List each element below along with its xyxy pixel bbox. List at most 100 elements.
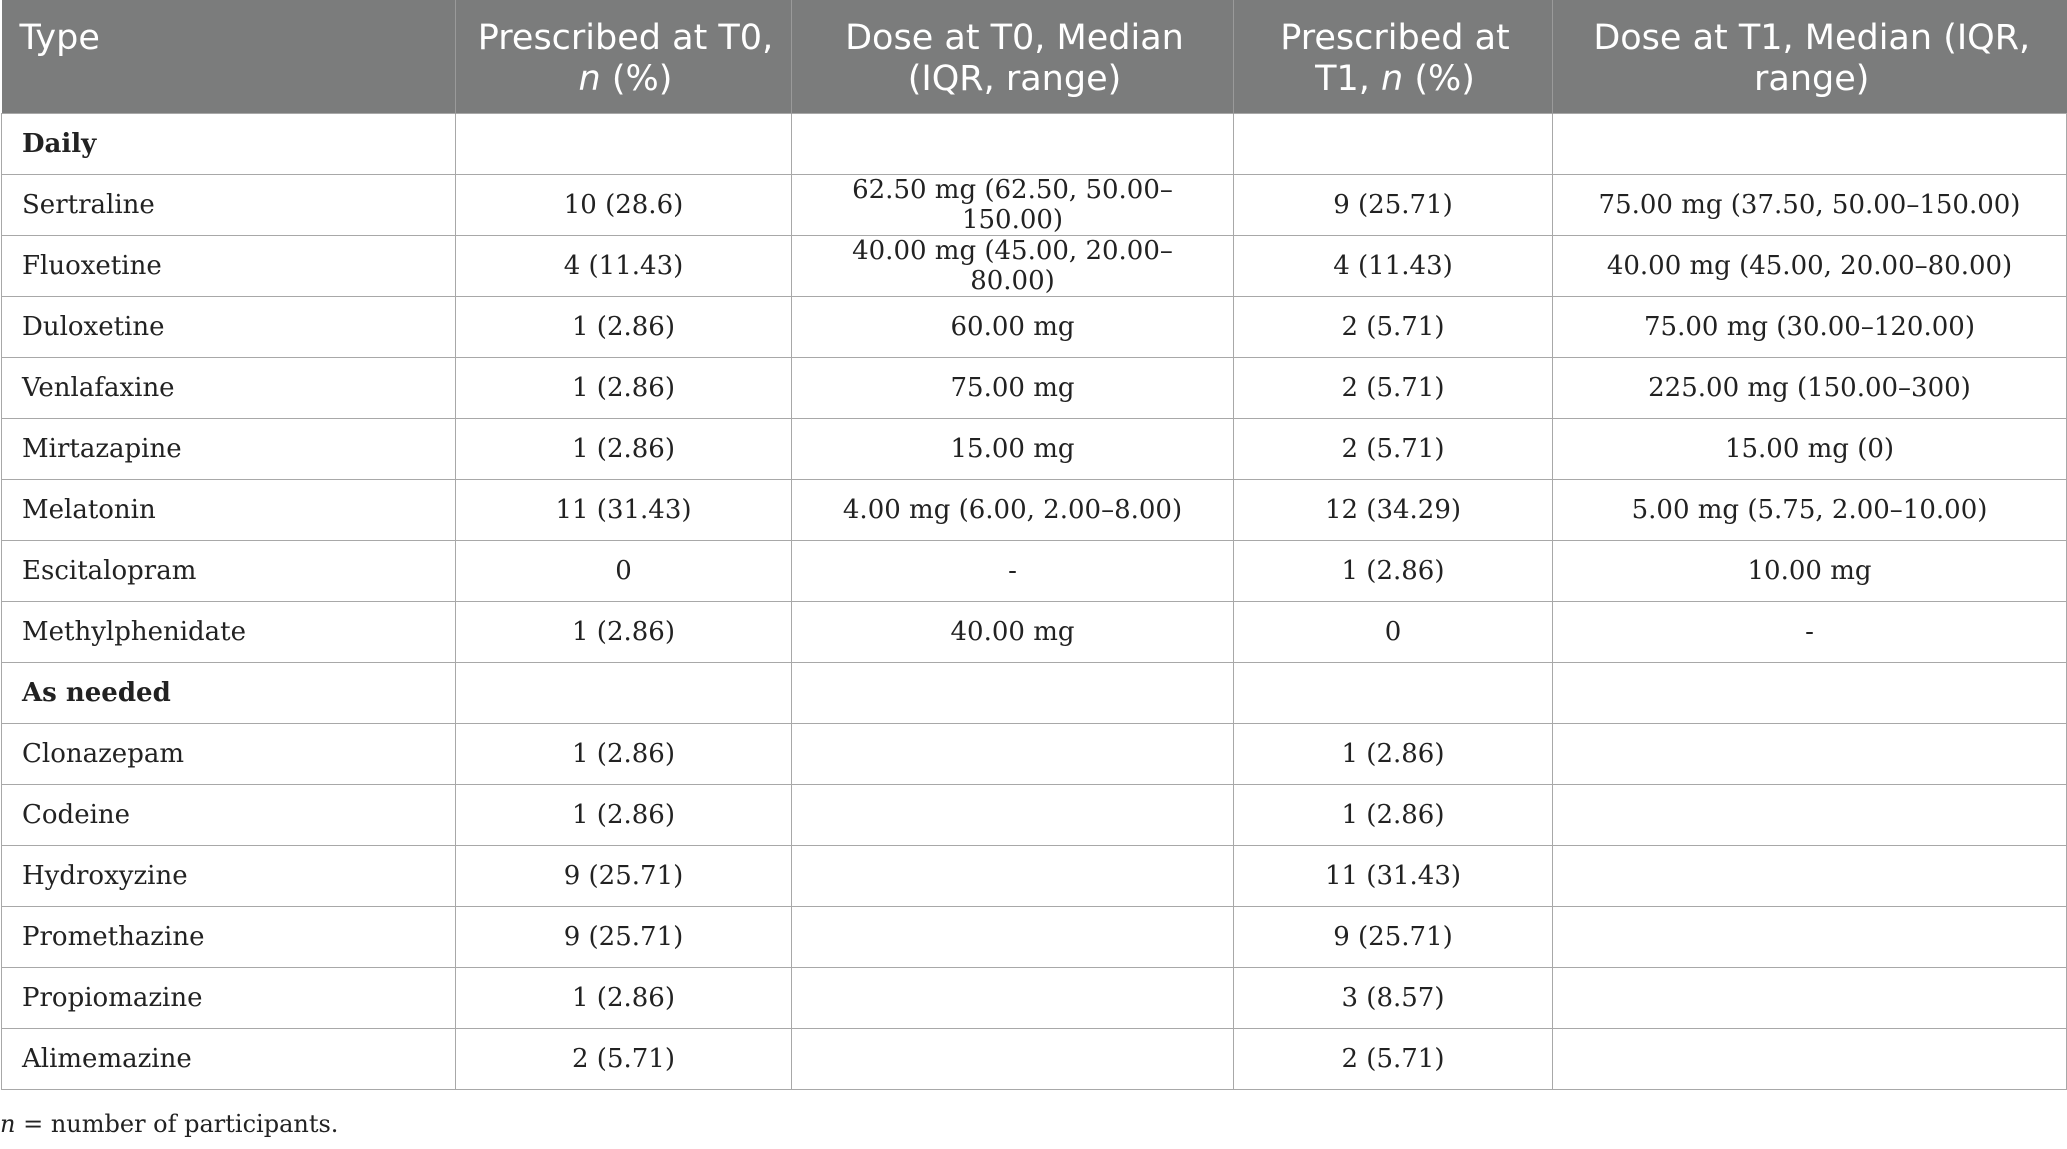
cell-type: Sertraline bbox=[1, 173, 456, 236]
cell-prescribed-t1: 2 (5.71) bbox=[1233, 417, 1553, 480]
cell-prescribed-t0: 1 (2.86) bbox=[455, 417, 792, 480]
table-row: Propiomazine 1 (2.86) 3 (8.57) bbox=[1, 966, 2067, 1029]
header-prescribed-t1: Prescribed at T1, n (%) bbox=[1233, 0, 1553, 113]
n-symbol: n bbox=[1381, 59, 1404, 99]
cell-prescribed-t0: 9 (25.71) bbox=[455, 905, 792, 968]
cell-type: Mirtazapine bbox=[1, 417, 456, 480]
table-row: Melatonin 11 (31.43) 4.00 mg (6.00, 2.00–8… bbox=[1, 478, 2067, 541]
cell-prescribed-t0: 1 (2.86) bbox=[455, 600, 792, 663]
cell-dose-t1 bbox=[1552, 783, 2067, 846]
cell-type: Propiomazine bbox=[1, 966, 456, 1029]
cell-prescribed-t0: 0 bbox=[455, 539, 792, 602]
cell-dose-t0: 40.00 mg bbox=[791, 600, 1234, 663]
cell-prescribed-t1: 1 (2.86) bbox=[1233, 722, 1553, 785]
cell-prescribed-t0: 11 (31.43) bbox=[455, 478, 792, 541]
cell-prescribed-t0: 1 (2.86) bbox=[455, 966, 792, 1029]
cell-prescribed-t1: 2 (5.71) bbox=[1233, 356, 1553, 419]
table-row: Mirtazapine 1 (2.86) 15.00 mg 2 (5.71) 15.00… bbox=[1, 417, 2067, 480]
cell-type: Fluoxetine bbox=[1, 234, 456, 297]
medication-table: Type Prescribed at T0, n (%) Dose at T0, … bbox=[1, 0, 2067, 1090]
header-type: Type bbox=[1, 0, 456, 113]
cell-prescribed-t1: 11 (31.43) bbox=[1233, 844, 1553, 907]
cell-dose-t1 bbox=[1552, 112, 2067, 175]
cell-prescribed-t1: 0 bbox=[1233, 600, 1553, 663]
cell-dose-t0 bbox=[791, 722, 1234, 785]
header-dose-t0: Dose at T0, Median (IQR, range) bbox=[791, 0, 1234, 113]
cell-dose-t0: 60.00 mg bbox=[791, 295, 1234, 358]
cell-prescribed-t0: 1 (2.86) bbox=[455, 356, 792, 419]
cell-prescribed-t1: 9 (25.71) bbox=[1233, 905, 1553, 968]
footnote: n = number of participants. bbox=[0, 1110, 338, 1138]
cell-prescribed-t0: 1 (2.86) bbox=[455, 783, 792, 846]
cell-dose-t1: 10.00 mg bbox=[1552, 539, 2067, 602]
cell-prescribed-t1: 12 (34.29) bbox=[1233, 478, 1553, 541]
cell-dose-t1: 15.00 mg (0) bbox=[1552, 417, 2067, 480]
cell-dose-t1 bbox=[1552, 966, 2067, 1029]
cell-type: Clonazepam bbox=[1, 722, 456, 785]
table-row: Promethazine 9 (25.71) 9 (25.71) bbox=[1, 905, 2067, 968]
cell-prescribed-t0: 2 (5.71) bbox=[455, 1027, 792, 1090]
cell-prescribed-t1: 9 (25.71) bbox=[1233, 173, 1553, 236]
cell-prescribed-t1: 1 (2.86) bbox=[1233, 783, 1553, 846]
cell-dose-t1: 75.00 mg (30.00–120.00) bbox=[1552, 295, 2067, 358]
cell-prescribed-t0 bbox=[455, 661, 792, 724]
header-row: Type Prescribed at T0, n (%) Dose at T0, … bbox=[1, 0, 2067, 113]
footnote-symbol: n bbox=[0, 1110, 16, 1138]
cell-dose-t0: 40.00 mg (45.00, 20.00–80.00) bbox=[791, 234, 1234, 297]
cell-prescribed-t1: 1 (2.86) bbox=[1233, 539, 1553, 602]
table-row: Methylphenidate 1 (2.86) 40.00 mg 0- bbox=[1, 600, 2067, 663]
cell-dose-t0 bbox=[791, 905, 1234, 968]
table-row: Clonazepam 1 (2.86) 1 (2.86) bbox=[1, 722, 2067, 785]
section-row: Daily bbox=[1, 112, 2067, 175]
cell-prescribed-t1: 4 (11.43) bbox=[1233, 234, 1553, 297]
cell-dose-t1 bbox=[1552, 1027, 2067, 1090]
cell-prescribed-t1 bbox=[1233, 661, 1553, 724]
footnote-text: = number of participants. bbox=[15, 1110, 339, 1138]
table-row: Sertraline 10 (28.6) 62.50 mg (62.50, 50.0… bbox=[1, 173, 2067, 236]
cell-prescribed-t1: 2 (5.71) bbox=[1233, 295, 1553, 358]
cell-prescribed-t0: 1 (2.86) bbox=[455, 722, 792, 785]
cell-type: Venlafaxine bbox=[1, 356, 456, 419]
cell-prescribed-t0: 1 (2.86) bbox=[455, 295, 792, 358]
section-row: As needed bbox=[1, 661, 2067, 724]
cell-dose-t0 bbox=[791, 844, 1234, 907]
cell-dose-t1: 225.00 mg (150.00–300) bbox=[1552, 356, 2067, 419]
cell-type: Hydroxyzine bbox=[1, 844, 456, 907]
cell-dose-t1: 5.00 mg (5.75, 2.00–10.00) bbox=[1552, 478, 2067, 541]
cell-prescribed-t1: 3 (8.57) bbox=[1233, 966, 1553, 1029]
cell-type: Escitalopram bbox=[1, 539, 456, 602]
cell-prescribed-t1 bbox=[1233, 112, 1553, 175]
cell-type: Codeine bbox=[1, 783, 456, 846]
cell-type: Alimemazine bbox=[1, 1027, 456, 1090]
header-prescribed-t0: Prescribed at T0, n (%) bbox=[455, 0, 792, 113]
cell-type: Melatonin bbox=[1, 478, 456, 541]
cell-prescribed-t0: 10 (28.6) bbox=[455, 173, 792, 236]
table-row: Alimemazine 2 (5.71) 2 (5.71) bbox=[1, 1027, 2067, 1090]
cell-prescribed-t0 bbox=[455, 112, 792, 175]
cell-dose-t0 bbox=[791, 112, 1234, 175]
cell-dose-t0: 15.00 mg bbox=[791, 417, 1234, 480]
cell-dose-t0: 4.00 mg (6.00, 2.00–8.00) bbox=[791, 478, 1234, 541]
cell-dose-t1: - bbox=[1552, 600, 2067, 663]
cell-type: Duloxetine bbox=[1, 295, 456, 358]
cell-prescribed-t0: 4 (11.43) bbox=[455, 234, 792, 297]
cell-dose-t0: 62.50 mg (62.50, 50.00–150.00) bbox=[791, 173, 1234, 236]
cell-dose-t1 bbox=[1552, 722, 2067, 785]
cell-dose-t0: - bbox=[791, 539, 1234, 602]
cell-dose-t1 bbox=[1552, 661, 2067, 724]
n-symbol: n bbox=[578, 59, 601, 99]
table-row: Codeine 1 (2.86) 1 (2.86) bbox=[1, 783, 2067, 846]
cell-dose-t1: 40.00 mg (45.00, 20.00–80.00) bbox=[1552, 234, 2067, 297]
cell-dose-t1 bbox=[1552, 905, 2067, 968]
header-dose-t1: Dose at T1, Median (IQR, range) bbox=[1552, 0, 2067, 113]
cell-dose-t1: 75.00 mg (37.50, 50.00–150.00) bbox=[1552, 173, 2067, 236]
cell-type: Daily bbox=[1, 112, 456, 175]
table-row: Fluoxetine 4 (11.43) 40.00 mg (45.00, 20.0… bbox=[1, 234, 2067, 297]
cell-dose-t0 bbox=[791, 783, 1234, 846]
cell-dose-t0 bbox=[791, 661, 1234, 724]
cell-type: As needed bbox=[1, 661, 456, 724]
cell-dose-t1 bbox=[1552, 844, 2067, 907]
cell-dose-t0 bbox=[791, 966, 1234, 1029]
cell-dose-t0: 75.00 mg bbox=[791, 356, 1234, 419]
table-body: Daily Sertraline 10 (28.6) 62.50 mg (62.50,… bbox=[1, 112, 2067, 1090]
